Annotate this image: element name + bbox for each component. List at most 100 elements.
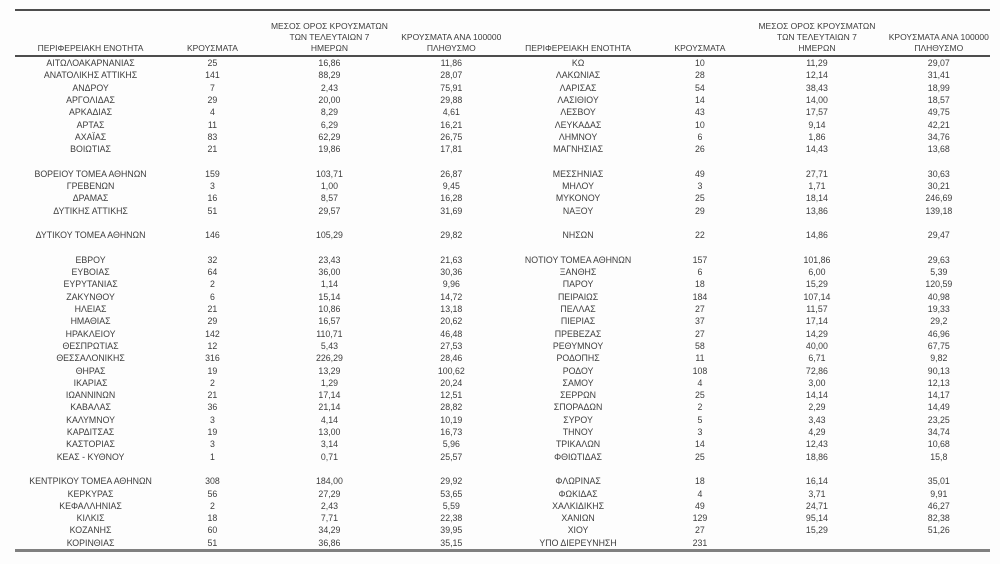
- cases-cell: 28: [695, 70, 705, 81]
- avg7-cell: 14,43: [805, 144, 828, 155]
- region-cell: ΜΗΛΟΥ: [562, 181, 594, 192]
- region-cell: ΚΕΑΣ - ΚΥΘΝΟΥ: [56, 451, 125, 462]
- region-cell: ΙΚΑΡΙΑΣ: [73, 377, 108, 388]
- table-row: ΧΙΟΥ 27 15,29 51,26: [503, 524, 991, 536]
- cases-cell: 2: [697, 402, 703, 413]
- per100k-cell: 22,38: [440, 513, 463, 524]
- avg7-cell: 36,86: [318, 537, 341, 548]
- per100k-cell: 34,76: [927, 131, 950, 142]
- table-row: ΑΝΑΤΟΛΙΚΗΣ ΑΤΤΙΚΗΣ 141 88,29 28,07: [15, 69, 503, 81]
- header-cases: ΚΡΟΥΣΜΑΤΑ: [186, 42, 238, 53]
- cases-cell: 36: [207, 402, 218, 413]
- region-cell: ΗΛΕΙΑΣ: [74, 304, 107, 315]
- table-row: ΜΥΚΟΝΟΥ 25 18,14 246,69: [503, 192, 991, 204]
- region-cell: ΗΡΑΚΛΕΙΟΥ: [65, 328, 116, 339]
- table-row: ΝΟΤΙΟΥ ΤΟΜΕΑ ΑΘΗΝΩΝ 157 101,86 29,63: [503, 254, 991, 266]
- avg7-cell: 6,71: [808, 353, 826, 364]
- per100k-cell: 14,72: [440, 291, 463, 302]
- table-row: ΦΘΙΩΤΙΔΑΣ 25 18,86 15,8: [503, 451, 991, 463]
- avg7-cell: 3,71: [808, 488, 826, 499]
- avg7-cell: 27,71: [805, 168, 828, 179]
- per100k-cell: 46,48: [440, 328, 463, 339]
- table-row: ΚΑΣΤΟΡΙΑΣ 3 3,14 5,96: [15, 438, 503, 450]
- region-cell: ΤΡΙΚΑΛΩΝ: [555, 439, 601, 450]
- region-cell: ΚΟΖΑΝΗΣ: [69, 525, 112, 536]
- spacer-row: [15, 241, 503, 253]
- avg7-cell: 88,29: [318, 70, 341, 81]
- cases-cell: 14: [695, 439, 705, 450]
- region-cell: ΦΩΚΙΔΑΣ: [558, 488, 598, 499]
- avg7-cell: 1,86: [808, 131, 826, 142]
- table-row: ΚΕΝΤΡΙΚΟΥ ΤΟΜΕΑ ΑΘΗΝΩΝ 308 184,00 29,92: [15, 475, 503, 487]
- table-row: ΕΥΡΥΤΑΝΙΑΣ 2 1,14 9,96: [15, 278, 503, 290]
- cases-cell: 4: [697, 377, 703, 388]
- cases-cell: 146: [205, 230, 220, 241]
- region-cell: ΚΩ: [571, 58, 585, 69]
- region-cell: ΠΑΡΟΥ: [562, 279, 594, 290]
- region-cell: ΔΡΑΜΑΣ: [72, 193, 109, 204]
- table-row: ΝΗΣΩΝ 22 14,86 29,47: [503, 229, 991, 241]
- avg7-cell: 6,29: [320, 119, 338, 130]
- cases-cell: 2: [209, 377, 215, 388]
- header-avg7: ΜΕΣΟΣ ΟΡΟΣ ΚΡΟΥΣΜΑΤΩΝ ΤΩΝ ΤΕΛΕΥΤΑΙΩΝ 7 Η…: [746, 21, 887, 55]
- avg7-cell: 12,14: [805, 70, 828, 81]
- cases-cell: 25: [695, 390, 705, 401]
- table-row: ΙΩΑΝΝΙΝΩΝ 21 17,14 12,51: [15, 389, 503, 401]
- per100k-cell: 14,49: [927, 402, 950, 413]
- per100k-cell: 12,51: [440, 390, 463, 401]
- cases-cell: 22: [695, 230, 705, 241]
- per100k-cell: 12,13: [927, 377, 950, 388]
- avg7-cell: 36,00: [318, 267, 341, 278]
- table-row: ΒΟΙΩΤΙΑΣ 21 19,86 17,81: [15, 143, 503, 155]
- table-row: ΜΕΣΣΗΝΙΑΣ 49 27,71 30,63: [503, 168, 991, 180]
- table-row: ΗΜΑΘΙΑΣ 29 16,57 20,62: [15, 315, 503, 327]
- table-row: ΣΕΡΡΩΝ 25 14,14 14,17: [503, 389, 991, 401]
- table-row: ΑΝΔΡΟΥ 7 2,43 75,91: [15, 82, 503, 94]
- table-row: ΠΕΛΛΑΣ 27 11,57 19,33: [503, 303, 991, 315]
- table-row: ΞΑΝΘΗΣ 6 6,00 5,39: [503, 266, 991, 278]
- cases-cell: 3: [697, 181, 703, 192]
- per100k-cell: 29,47: [927, 230, 950, 241]
- per100k-cell: 20,62: [440, 316, 463, 327]
- avg7-cell: 1,14: [320, 279, 338, 290]
- avg7-cell: 1,00: [320, 181, 338, 192]
- table-row: ΜΗΛΟΥ 3 1,71 30,21: [503, 180, 991, 192]
- region-cell: ΑΧΑΪΑΣ: [74, 131, 107, 142]
- per100k-cell: 53,65: [440, 488, 463, 499]
- table-row: ΝΑΞΟΥ 29 13,86 139,18: [503, 205, 991, 217]
- table-row: ΠΑΡΟΥ 18 15,29 120,59: [503, 278, 991, 290]
- table-row: ΔΡΑΜΑΣ 16 8,57 16,28: [15, 192, 503, 204]
- avg7-cell: 14,29: [805, 328, 828, 339]
- avg7-cell: 4,14: [320, 414, 338, 425]
- per100k-cell: 5,96: [442, 439, 460, 450]
- region-cell: ΕΥΡΥΤΑΝΙΑΣ: [63, 279, 118, 290]
- cases-cell: 19: [207, 365, 218, 376]
- cases-cell: 21: [207, 144, 218, 155]
- cases-cell: 14: [695, 95, 705, 106]
- per100k-cell: 18,57: [927, 95, 950, 106]
- region-cell: ΕΒΡΟΥ: [75, 254, 106, 265]
- table-row: ΕΒΡΟΥ 32 23,43 21,63: [15, 254, 503, 266]
- table-row: ΚΑΒΑΛΑΣ 36 21,14 28,82: [15, 401, 503, 413]
- per100k-cell: 39,95: [440, 525, 463, 536]
- region-cell: ΚΕΦΑΛΛΗΝΙΑΣ: [59, 500, 122, 511]
- per100k-cell: 29,2: [930, 316, 948, 327]
- table-body-right: ΚΩ 10 11,29 29,07 ΛΑΚΩΝΙΑΣ 28 12,14 31,41 ΛΑΡΙΣΑ…: [503, 57, 991, 549]
- cases-cell: 27: [695, 328, 705, 339]
- avg7-cell: 3,43: [808, 414, 826, 425]
- avg7-cell: 29,57: [318, 205, 341, 216]
- region-cell: ΑΝΑΤΟΛΙΚΗΣ ΑΤΤΙΚΗΣ: [43, 70, 138, 81]
- cases-cell: 64: [207, 267, 218, 278]
- header-avg7-line3: ΗΜΕΡΩΝ: [798, 42, 836, 53]
- header-per100k-line1: ΚΡΟΥΣΜΑΤΑ ΑΝΑ 100000: [888, 31, 989, 42]
- region-cell: ΜΕΣΣΗΝΙΑΣ: [552, 168, 604, 179]
- per100k-cell: 13,68: [927, 144, 950, 155]
- avg7-cell: 16,86: [318, 58, 341, 69]
- cases-cell: 316: [205, 353, 220, 364]
- table-header: ΠΕΡΙΦΕΡΕΙΑΚΗ ΕΝΟΤΗΤΑ ΚΡΟΥΣΜΑΤΑ ΜΕΣΟΣ ΟΡΟ…: [15, 11, 990, 57]
- regional-cases-table: ΠΕΡΙΦΕΡΕΙΑΚΗ ΕΝΟΤΗΤΑ ΚΡΟΥΣΜΑΤΑ ΜΕΣΟΣ ΟΡΟ…: [15, 9, 990, 552]
- per100k-cell: 46,96: [927, 328, 950, 339]
- cases-cell: 25: [207, 58, 218, 69]
- region-cell: ΗΜΑΘΙΑΣ: [70, 316, 111, 327]
